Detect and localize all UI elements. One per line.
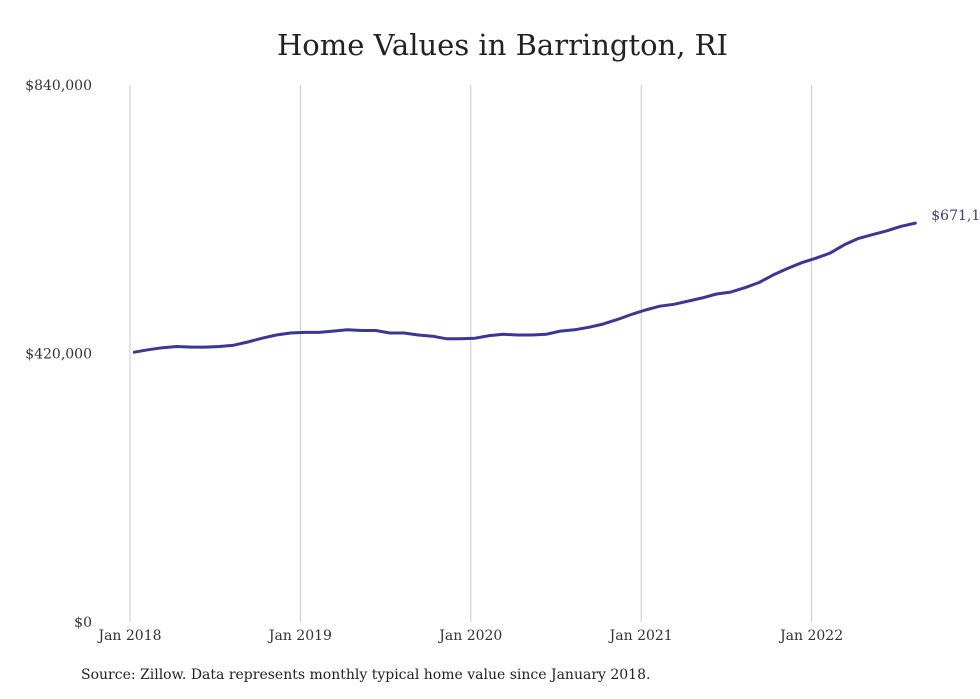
x-axis-labels: Jan 2018 Jan 2019 Jan 2020 Jan 2021 Jan 2022 bbox=[96, 628, 843, 644]
end-value-label: $671,147 bbox=[931, 208, 980, 224]
series-line-home-values bbox=[132, 221, 917, 354]
x-tick-label: Jan 2018 bbox=[96, 628, 161, 644]
source-note: Source: Zillow. Data represents monthly … bbox=[81, 667, 651, 683]
x-tick-label: Jan 2022 bbox=[778, 628, 843, 644]
x-tick-label: Jan 2020 bbox=[437, 628, 502, 644]
gridlines bbox=[129, 85, 813, 622]
x-tick-label: Jan 2021 bbox=[608, 628, 673, 644]
x-tick-label: Jan 2019 bbox=[267, 628, 332, 644]
y-axis-labels: $840,000 $420,000 $0 bbox=[25, 78, 92, 631]
chart-title: Home Values in Barrington, RI bbox=[277, 28, 728, 62]
y-tick-label: $0 bbox=[74, 615, 92, 631]
y-tick-label: $840,000 bbox=[25, 78, 92, 94]
y-tick-label: $420,000 bbox=[25, 347, 92, 363]
